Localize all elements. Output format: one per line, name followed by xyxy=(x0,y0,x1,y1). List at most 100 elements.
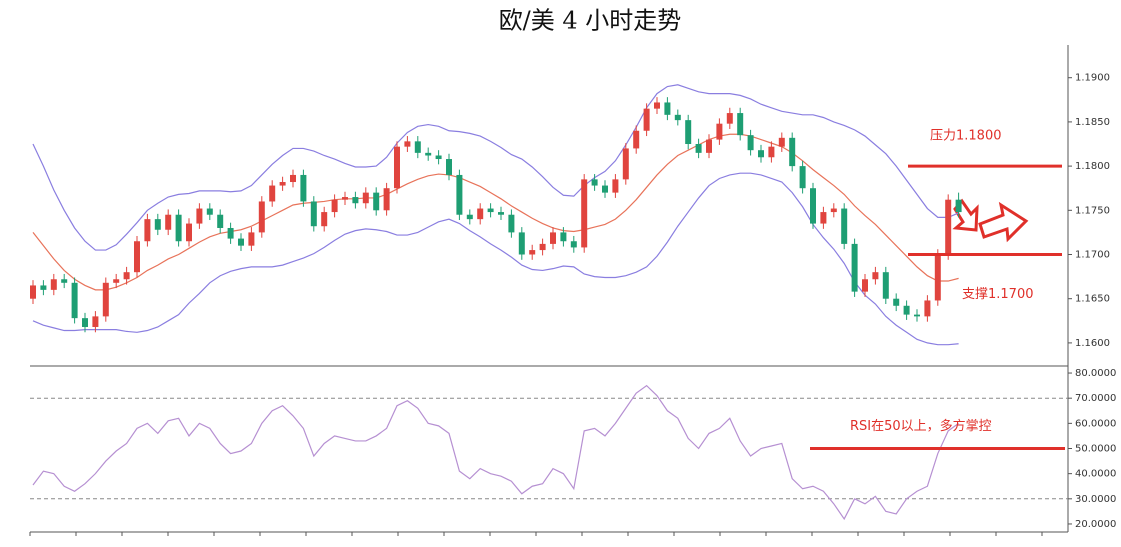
candle-body xyxy=(373,192,380,211)
candle-body xyxy=(872,272,879,280)
candle-body xyxy=(404,141,411,147)
candle-body xyxy=(789,137,796,167)
candle-body xyxy=(820,212,827,224)
candle-body xyxy=(498,212,504,215)
candle-body xyxy=(394,146,400,189)
candle-body xyxy=(123,272,130,280)
candle-body xyxy=(893,298,900,306)
candle-body xyxy=(92,316,99,327)
candle-body xyxy=(643,108,650,131)
candle-body xyxy=(321,212,328,227)
candle-body xyxy=(352,197,359,204)
candle-body xyxy=(113,279,120,283)
candle-body xyxy=(206,208,213,215)
candle-body xyxy=(633,130,640,149)
candle-body xyxy=(269,185,276,202)
y-tick-label: 1.1750 xyxy=(1075,205,1110,216)
candle-body xyxy=(706,139,712,153)
annotation-text: RSI在50以上，多方掌控 xyxy=(850,418,992,434)
annotation-text: 支撑1.1700 xyxy=(962,287,1034,302)
arrow xyxy=(978,201,1029,243)
candle-body xyxy=(570,241,577,248)
y-tick-label: 1.1600 xyxy=(1075,338,1110,349)
y-tick-label: 1.1900 xyxy=(1075,73,1110,84)
candle-body xyxy=(342,197,348,200)
candle-body xyxy=(810,188,816,224)
y-tick-label: 40.0000 xyxy=(1075,469,1116,480)
y-tick-label: 1.1700 xyxy=(1075,250,1110,261)
candle-body xyxy=(654,102,660,109)
candle-body xyxy=(602,185,608,193)
candle-body xyxy=(310,201,317,227)
candle-body xyxy=(30,285,36,299)
candle-body xyxy=(134,241,140,273)
candle-body xyxy=(560,232,567,242)
candle-body xyxy=(862,279,868,292)
candle-body xyxy=(435,155,442,160)
y-tick-label: 70.0000 xyxy=(1075,393,1116,404)
candle-body xyxy=(71,282,78,319)
x-ticks xyxy=(29,532,1043,536)
candle-body xyxy=(487,208,494,213)
candle-body xyxy=(914,314,920,317)
bollinger-band xyxy=(32,172,959,346)
candle-body xyxy=(165,214,172,230)
bollinger-band xyxy=(32,84,959,251)
candle-body xyxy=(841,208,848,244)
candle-body xyxy=(425,152,432,156)
candle-body xyxy=(61,279,68,283)
candle-body xyxy=(830,208,837,213)
y-tick-label: 1.1650 xyxy=(1075,294,1110,305)
y-tick-label: 20.0000 xyxy=(1075,519,1116,530)
candle-body xyxy=(778,137,785,147)
candle-body xyxy=(882,272,889,299)
candle-body xyxy=(154,219,161,230)
candle-body xyxy=(217,214,224,228)
candle-body xyxy=(685,120,692,145)
candle-body xyxy=(674,114,681,121)
candle-body xyxy=(550,232,556,244)
candle-body xyxy=(664,102,671,115)
candle-body xyxy=(300,174,307,202)
candle-body xyxy=(258,201,265,233)
y-tick-label: 30.0000 xyxy=(1075,494,1116,505)
candle-body xyxy=(290,174,296,183)
candle-body xyxy=(508,214,515,233)
rsi-line xyxy=(32,384,959,521)
bollinger-band xyxy=(32,133,959,291)
candle-body xyxy=(924,300,931,317)
candle-body xyxy=(446,159,452,175)
candle-body xyxy=(851,243,858,292)
candle-body xyxy=(362,192,369,204)
candle-body xyxy=(466,214,473,220)
candle-body xyxy=(144,219,151,242)
candle-body xyxy=(934,254,941,301)
candle-body xyxy=(768,146,775,158)
candle-body xyxy=(248,232,255,246)
y-tick-label: 1.1800 xyxy=(1075,161,1110,172)
candle-body xyxy=(612,179,619,193)
candle-body xyxy=(622,148,629,180)
candle-body xyxy=(82,318,88,327)
candle-body xyxy=(331,199,338,213)
candle-body xyxy=(716,123,723,140)
candle-body xyxy=(695,144,702,153)
annotation-text: 压力1.1800 xyxy=(930,129,1002,144)
y-tick-label: 1.1850 xyxy=(1075,117,1110,128)
candle-body xyxy=(279,182,286,186)
candle-body xyxy=(737,113,744,136)
candle-body xyxy=(945,199,952,255)
candle-body xyxy=(102,282,109,317)
candle-body xyxy=(799,166,806,189)
candle-body xyxy=(529,250,536,255)
candle-body xyxy=(40,285,47,290)
candle-body xyxy=(726,113,733,124)
candle-body xyxy=(518,232,525,255)
candle-body xyxy=(581,179,588,248)
candle-body xyxy=(477,208,484,220)
candle-body xyxy=(591,179,598,186)
candle-body xyxy=(238,238,244,246)
candle-body xyxy=(747,135,754,151)
candle-body xyxy=(903,305,910,315)
